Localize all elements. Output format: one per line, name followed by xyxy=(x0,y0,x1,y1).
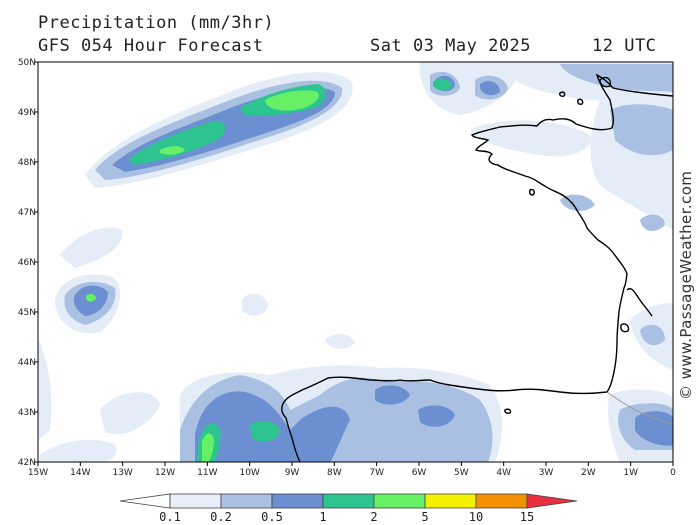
axis-ticks xyxy=(34,61,674,466)
lon-label: 14W xyxy=(70,468,90,478)
lat-label: 50N xyxy=(18,58,36,68)
lat-label: 48N xyxy=(18,158,36,168)
precipitation-field xyxy=(38,62,673,462)
lon-label: 10W xyxy=(239,468,259,478)
precipitation-legend: 0.1 0.2 0.5 1 2 5 10 15 xyxy=(119,493,578,524)
lon-label: 11W xyxy=(197,468,217,478)
lon-label: 2W xyxy=(581,468,596,478)
legend-high-arrow xyxy=(526,493,578,509)
lon-label: 9W xyxy=(285,468,300,478)
longitude-labels: 15W 14W 13W 12W 11W 10W 9W 8W 7W 6W 5W 4W 3W 2W 1W 0 xyxy=(28,468,676,478)
lon-label: 0 xyxy=(670,468,676,478)
legend-swatch xyxy=(169,493,222,509)
coastline xyxy=(281,73,673,462)
lon-label: 15W xyxy=(28,468,48,478)
legend-label: 0.1 xyxy=(159,510,181,524)
legend-label: 1 xyxy=(319,510,326,524)
lat-label: 45N xyxy=(18,308,36,318)
legend-label: 5 xyxy=(421,510,428,524)
lat-label: 42N xyxy=(18,458,36,468)
lat-label: 47N xyxy=(18,208,36,218)
lon-label: 4W xyxy=(496,468,511,478)
lon-label: 3W xyxy=(539,468,554,478)
lat-label: 46N xyxy=(18,258,36,268)
lon-label: 1W xyxy=(623,468,638,478)
legend-label: 15 xyxy=(520,510,534,524)
credit-text: © www.PassageWeather.com xyxy=(677,170,695,400)
lon-label: 7W xyxy=(369,468,384,478)
legend-swatch xyxy=(322,493,375,509)
lon-label: 5W xyxy=(454,468,469,478)
forecast-label: GFS 054 Hour Forecast xyxy=(38,36,264,56)
lat-label: 43N xyxy=(18,408,36,418)
legend-label: 0.5 xyxy=(261,510,283,524)
forecast-time: 12 UTC xyxy=(592,36,657,56)
legend-label: 10 xyxy=(469,510,483,524)
lon-label: 6W xyxy=(412,468,427,478)
legend-swatch xyxy=(373,493,426,509)
legend-swatch xyxy=(220,493,273,509)
lon-label: 8W xyxy=(327,468,342,478)
lon-label: 12W xyxy=(155,468,175,478)
legend-label: 2 xyxy=(370,510,377,524)
legend-label: 0.2 xyxy=(210,510,232,524)
map-title: Precipitation (mm/3hr) xyxy=(38,13,275,33)
lat-label: 44N xyxy=(18,358,36,368)
latitude-labels: 50N 49N 48N 47N 46N 45N 44N 43N 42N xyxy=(18,58,36,468)
precip-2-5 xyxy=(86,90,319,462)
legend-swatch xyxy=(424,493,477,509)
legend-swatch xyxy=(475,493,528,509)
lon-label: 13W xyxy=(112,468,132,478)
forecast-date: Sat 03 May 2025 xyxy=(370,36,532,56)
lat-label: 49N xyxy=(18,108,36,118)
legend-low-arrow xyxy=(119,493,171,509)
legend-swatch xyxy=(271,493,324,509)
